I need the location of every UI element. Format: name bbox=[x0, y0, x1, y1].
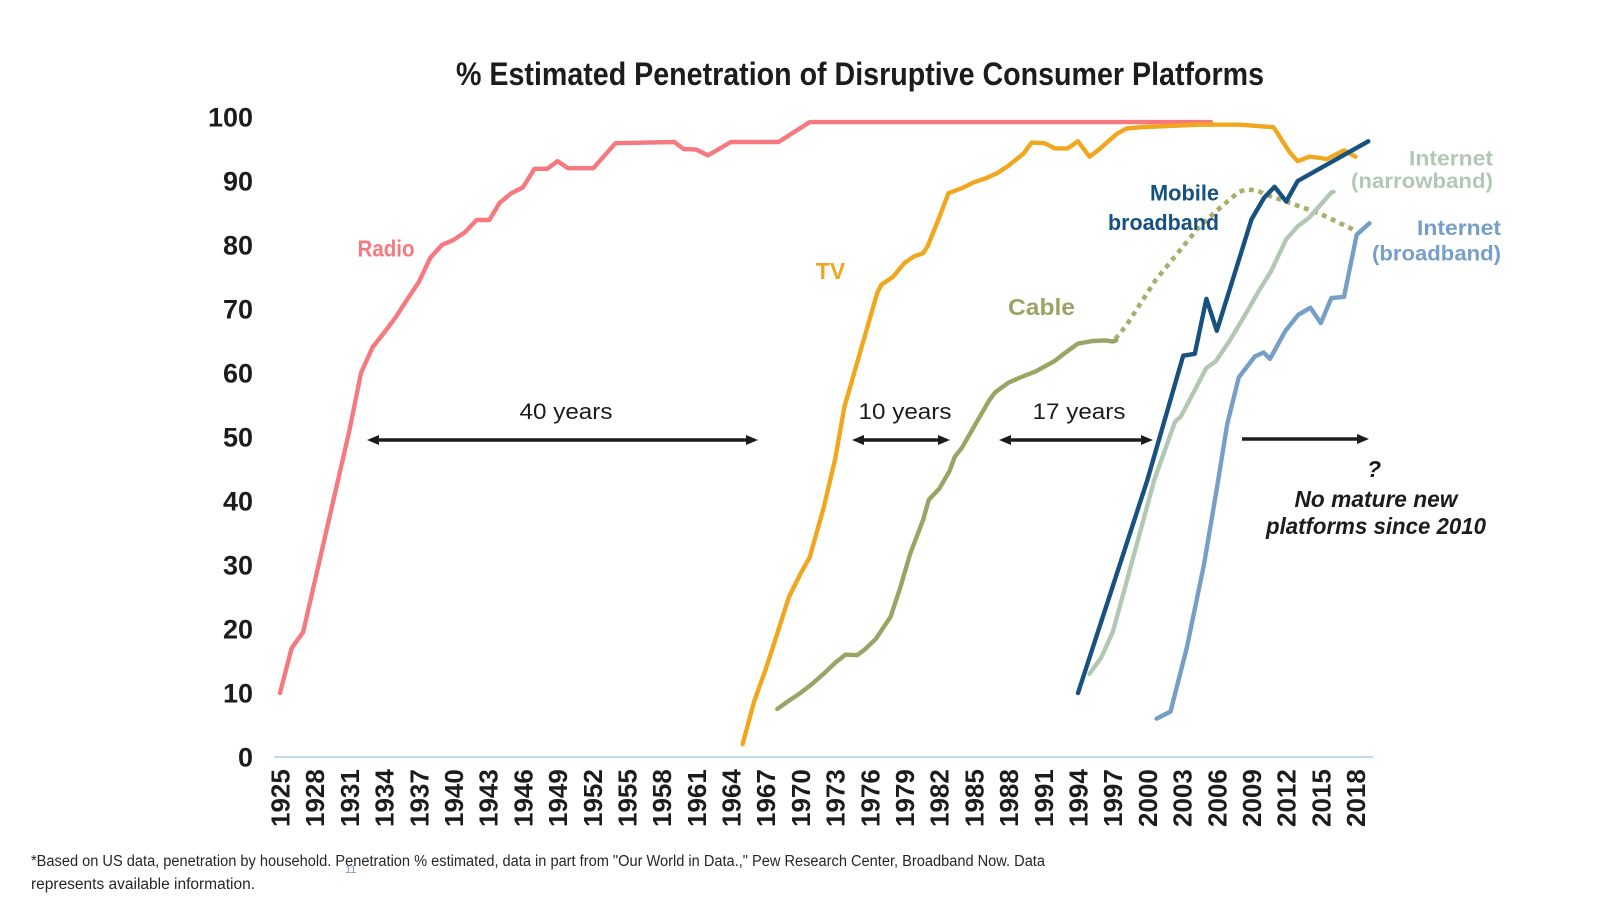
svg-text:10: 10 bbox=[223, 679, 253, 709]
svg-text:represents available informati: represents available information. bbox=[31, 876, 255, 893]
svg-text:2015: 2015 bbox=[1306, 769, 1336, 827]
svg-text:Mobile: Mobile bbox=[1150, 181, 1219, 206]
svg-text:1991: 1991 bbox=[1029, 769, 1059, 827]
svg-text:60: 60 bbox=[223, 359, 253, 389]
svg-text:2003: 2003 bbox=[1168, 769, 1198, 827]
svg-text:1940: 1940 bbox=[439, 769, 469, 827]
svg-text:1985: 1985 bbox=[959, 769, 989, 827]
svg-text:1988: 1988 bbox=[994, 769, 1024, 827]
svg-text:1967: 1967 bbox=[751, 769, 781, 827]
svg-text:1976: 1976 bbox=[855, 769, 885, 827]
svg-text:50: 50 bbox=[223, 423, 253, 453]
svg-text:1997: 1997 bbox=[1098, 769, 1128, 827]
svg-text:(broadband): (broadband) bbox=[1372, 243, 1501, 266]
svg-text:1961: 1961 bbox=[682, 769, 712, 827]
svg-text:Radio: Radio bbox=[358, 236, 415, 262]
svg-text:1964: 1964 bbox=[717, 769, 747, 827]
svg-text:Internet: Internet bbox=[1417, 217, 1501, 240]
svg-text:30: 30 bbox=[223, 551, 253, 581]
svg-text:?: ? bbox=[1367, 456, 1381, 482]
svg-text:40 years: 40 years bbox=[520, 399, 613, 424]
svg-text:1928: 1928 bbox=[300, 769, 330, 827]
svg-text:1958: 1958 bbox=[647, 769, 677, 827]
svg-text:TV: TV bbox=[816, 258, 846, 284]
svg-text:2018: 2018 bbox=[1341, 769, 1371, 827]
svg-text:2000: 2000 bbox=[1133, 769, 1163, 827]
svg-text:40: 40 bbox=[223, 487, 253, 517]
svg-text:No mature new: No mature new bbox=[1295, 486, 1460, 512]
svg-text:90: 90 bbox=[223, 167, 253, 197]
svg-text:10 years: 10 years bbox=[859, 399, 952, 424]
svg-text:70: 70 bbox=[223, 295, 253, 325]
svg-text:2012: 2012 bbox=[1272, 769, 1302, 827]
svg-text:1955: 1955 bbox=[613, 769, 643, 827]
svg-text:0: 0 bbox=[238, 743, 253, 773]
svg-text:1946: 1946 bbox=[508, 769, 538, 827]
svg-text:(narrowband): (narrowband) bbox=[1351, 170, 1493, 193]
svg-text:1925: 1925 bbox=[266, 769, 296, 827]
svg-text:*Based on US data, penetration: *Based on US data, penetration by househ… bbox=[31, 853, 1045, 870]
svg-text:100: 100 bbox=[208, 103, 253, 133]
svg-text:1970: 1970 bbox=[786, 769, 816, 827]
svg-text:1979: 1979 bbox=[890, 769, 920, 827]
svg-text:1934: 1934 bbox=[370, 769, 400, 827]
svg-text:2006: 2006 bbox=[1202, 769, 1232, 827]
svg-text:1982: 1982 bbox=[925, 769, 955, 827]
svg-text:1973: 1973 bbox=[821, 769, 851, 827]
svg-text:broadband: broadband bbox=[1108, 210, 1219, 235]
svg-text:1952: 1952 bbox=[578, 769, 608, 827]
svg-text:2009: 2009 bbox=[1237, 769, 1267, 827]
svg-text:80: 80 bbox=[223, 231, 253, 261]
svg-text:1943: 1943 bbox=[474, 769, 504, 827]
svg-text:11: 11 bbox=[345, 864, 356, 876]
svg-text:Internet: Internet bbox=[1409, 148, 1493, 171]
svg-text:20: 20 bbox=[223, 615, 253, 645]
svg-text:1949: 1949 bbox=[543, 769, 573, 827]
svg-text:1937: 1937 bbox=[404, 769, 434, 827]
svg-text:1931: 1931 bbox=[335, 769, 365, 827]
svg-text:Cable: Cable bbox=[1008, 294, 1075, 320]
svg-text:1994: 1994 bbox=[1064, 769, 1094, 827]
svg-text:% Estimated Penetration of Dis: % Estimated Penetration of Disruptive Co… bbox=[456, 56, 1264, 92]
svg-text:platforms since 2010: platforms since 2010 bbox=[1265, 513, 1486, 539]
svg-text:17 years: 17 years bbox=[1033, 399, 1126, 424]
